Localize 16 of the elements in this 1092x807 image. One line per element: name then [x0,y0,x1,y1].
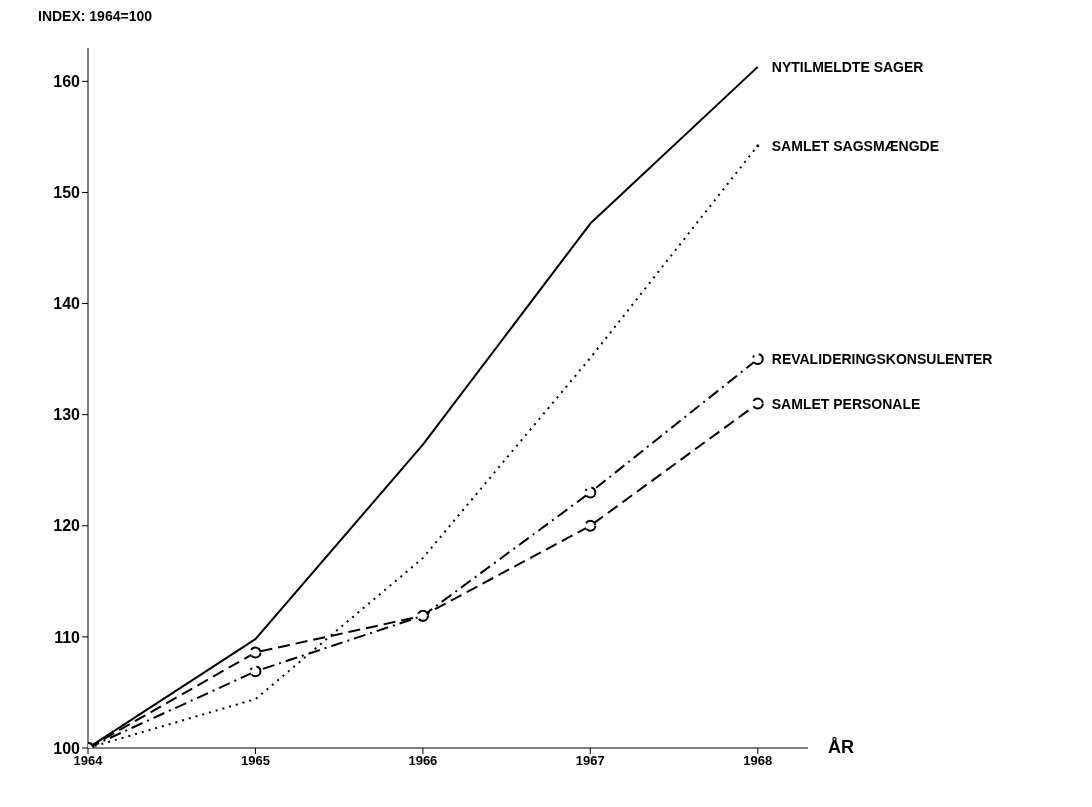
x-tick-label: 1966 [408,753,438,769]
y-tick-label: 130 [53,406,81,424]
series-label: SAMLET SAGSMÆNGDE [771,137,939,154]
x-axis-title: ÅR [828,737,854,757]
series-label: REVALIDERINGSKONSULENTER [771,351,993,368]
x-tick-label: 1968 [743,753,773,769]
y-tick-label: 150 [53,184,81,202]
y-tick-label: 140 [53,295,81,313]
x-tick-label: 1965 [240,753,270,769]
series-label: NYTILMELDTE SAGER [771,58,924,75]
y-axis-title: INDEX: 1964=100 [37,8,154,26]
series-label: SAMLET PERSONALE [771,395,921,412]
y-tick-label: 160 [53,73,81,91]
x-tick-label: 1967 [575,753,605,769]
y-tick-label: 120 [53,517,81,535]
y-tick-label: 110 [54,628,81,646]
